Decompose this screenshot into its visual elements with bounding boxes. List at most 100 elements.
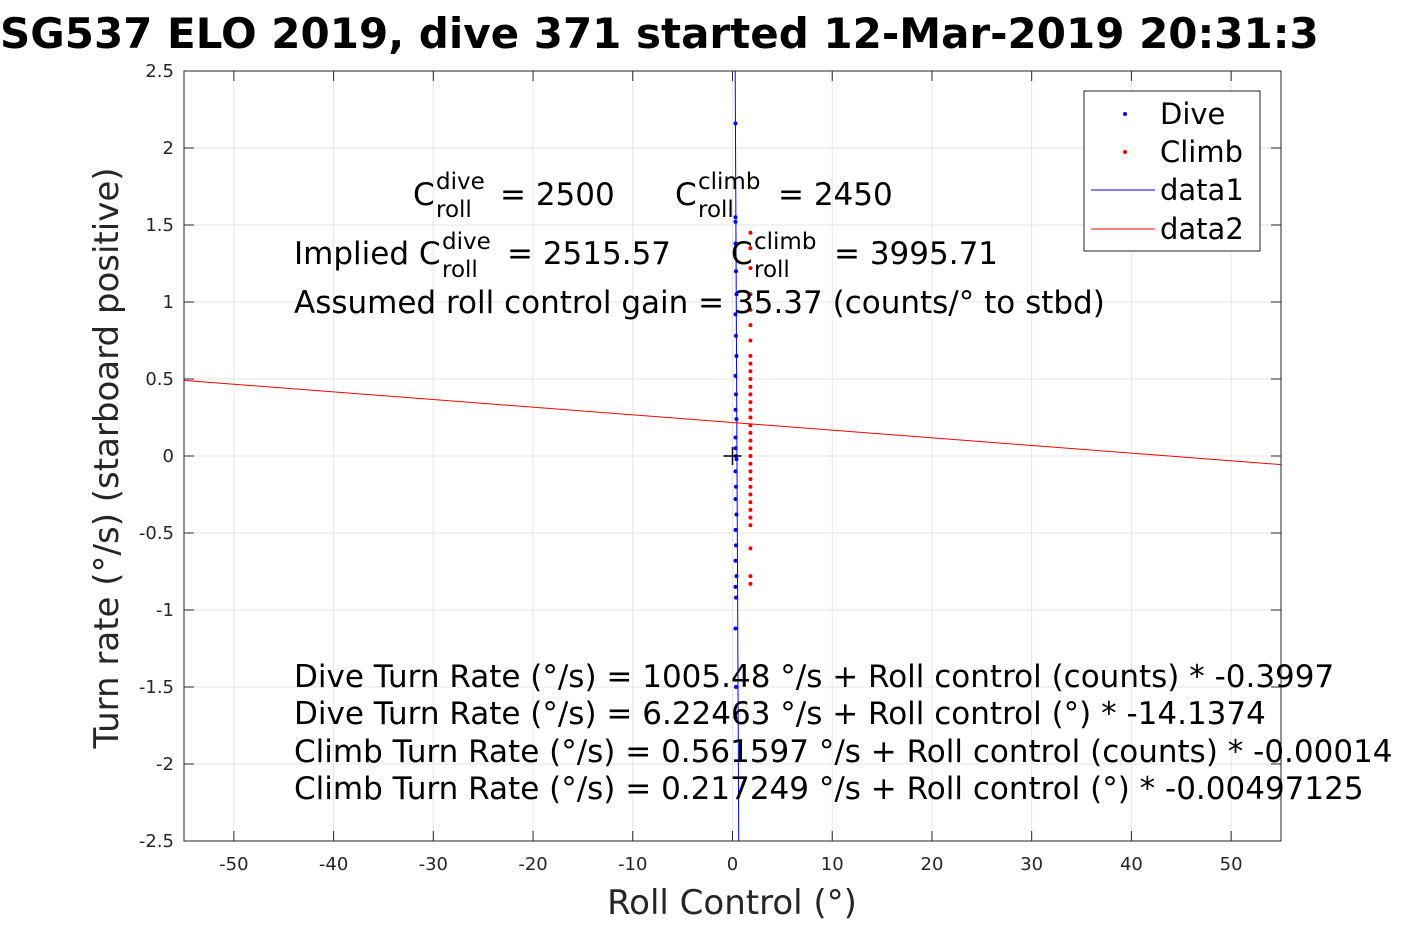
climb-point [748, 438, 753, 443]
chart-title: SG537 ELO 2019, dive 371 started 12-Mar-… [0, 9, 1319, 58]
climb-point [748, 369, 753, 374]
fit-equation: Climb Turn Rate (°/s) = 0.217249 °/s + R… [294, 771, 1364, 807]
x-tick-label: -50 [219, 854, 248, 875]
climb-point [748, 500, 753, 505]
dive-point [733, 312, 738, 317]
climb-point [748, 338, 753, 343]
climb-point [748, 384, 753, 389]
climb-point [748, 430, 753, 435]
legend-box [1083, 90, 1261, 252]
x-tick-label: -20 [518, 854, 547, 875]
dive-point [733, 373, 738, 378]
climb-point [748, 266, 753, 271]
dive-point [733, 543, 738, 548]
annot-implied-prefix: Implied C [294, 236, 441, 272]
climb-point [748, 307, 753, 312]
climb-point [748, 523, 753, 528]
dive-point [733, 685, 738, 689]
annot-c-dive-sup: dive [436, 169, 485, 195]
y-tick-label: 1 [163, 292, 174, 313]
dive-point [733, 558, 738, 563]
climb-point [748, 400, 753, 405]
legend-data2-label: data2 [1160, 212, 1244, 246]
legend-data1-label: data1 [1160, 173, 1244, 207]
climb-point [748, 446, 753, 451]
dive-point [733, 446, 738, 451]
dive-point [733, 241, 738, 246]
climb-point [748, 454, 753, 458]
climb-point [748, 574, 753, 579]
y-axis-title: Turn rate (°/s) (starboard positive) [87, 167, 127, 749]
fit-equation: Dive Turn Rate (°/s) = 1005.48 °/s + Rol… [294, 659, 1334, 695]
climb-point [748, 377, 753, 381]
dive-point [733, 527, 738, 532]
annotation-implied-centers: Implied C dive roll = 2515.57 C climb ro… [294, 229, 998, 283]
dive-point [733, 219, 738, 224]
climb-point [748, 423, 753, 428]
legend-climb-label: Climb [1160, 135, 1243, 169]
climb-point [748, 515, 753, 520]
data-points [733, 121, 753, 720]
annot-c-climb-sub: roll [698, 197, 734, 223]
climb-point [748, 477, 753, 482]
y-tick-label: -0.5 [139, 523, 174, 544]
fit-equation: Climb Turn Rate (°/s) = 0.561597 °/s + R… [294, 734, 1393, 770]
x-tick-label: -40 [319, 854, 348, 875]
legend-dive-label: Dive [1160, 97, 1225, 131]
annot-implied-c-climb: C [731, 236, 753, 272]
climb-point [748, 484, 753, 489]
dive-point [733, 407, 738, 412]
annot-implied-dive-sup: dive [442, 229, 491, 255]
annot-c-dive-sub: roll [436, 197, 472, 223]
dive-point [734, 457, 739, 462]
x-tick-label: 50 [1220, 854, 1243, 875]
dive-point [733, 215, 738, 220]
fit-equation: Dive Turn Rate (°/s) = 6.22463 °/s + Rol… [294, 696, 1266, 732]
climb-point [748, 407, 753, 412]
y-tick-label: 0.5 [145, 369, 174, 390]
climb-point [748, 392, 753, 397]
dive-point [733, 469, 738, 474]
climb-point [748, 323, 753, 328]
y-tick-labels: -2.5 -2 -1.5 -1 -0.5 0 0.5 1 1.5 2 2.5 [139, 61, 174, 852]
y-tick-label: -2.5 [139, 831, 174, 852]
x-tick-label: -30 [419, 854, 448, 875]
annot-implied-dive-value: = 2515.57 [507, 236, 671, 272]
annot-implied-climb-sub: roll [754, 257, 790, 283]
annot-c-dive-value: = 2500 [500, 177, 615, 213]
annot-implied-climb-sup: climb [754, 229, 816, 255]
climb-point [748, 415, 753, 420]
climb-point [748, 246, 753, 251]
dive-point [733, 269, 738, 274]
y-tick-label: 0 [163, 446, 174, 467]
dive-point [733, 392, 738, 397]
dive-point [733, 121, 738, 126]
annot-c-climb-value: = 2450 [778, 177, 893, 213]
x-tick-label: -10 [618, 854, 647, 875]
dive-point [734, 574, 739, 579]
dive-point [734, 417, 739, 422]
dive-point [733, 484, 738, 489]
climb-point [748, 492, 753, 497]
legend: Dive Climb data1 data2 [1083, 90, 1261, 252]
x-tick-label: 40 [1120, 854, 1143, 875]
y-tick-label: -2 [156, 754, 174, 775]
annot-implied-climb-value: = 3995.71 [834, 236, 998, 272]
x-tick-label: 0 [727, 854, 738, 875]
climb-point [748, 361, 753, 366]
x-tick-labels: -50 -40 -30 -20 -10 0 10 20 30 40 50 [219, 854, 1242, 875]
dive-point [733, 333, 738, 338]
annot-gain: Assumed roll control gain = 35.37 (count… [294, 285, 1105, 321]
annotation-roll-centers: C dive roll = 2500 C climb roll = 2450 [413, 169, 893, 223]
climb-point [748, 353, 753, 358]
dive-point [734, 353, 739, 358]
x-tick-label: 30 [1020, 854, 1043, 875]
annot-c-climb-sup: climb [698, 169, 760, 195]
dive-point [734, 292, 739, 297]
dive-point [733, 497, 738, 502]
annot-c-climb: C [675, 177, 697, 213]
dive-point [733, 715, 738, 720]
x-axis-title: Roll Control (°) [607, 883, 857, 923]
annot-c-dive: C [413, 177, 435, 213]
y-tick-label: 1.5 [145, 215, 174, 236]
